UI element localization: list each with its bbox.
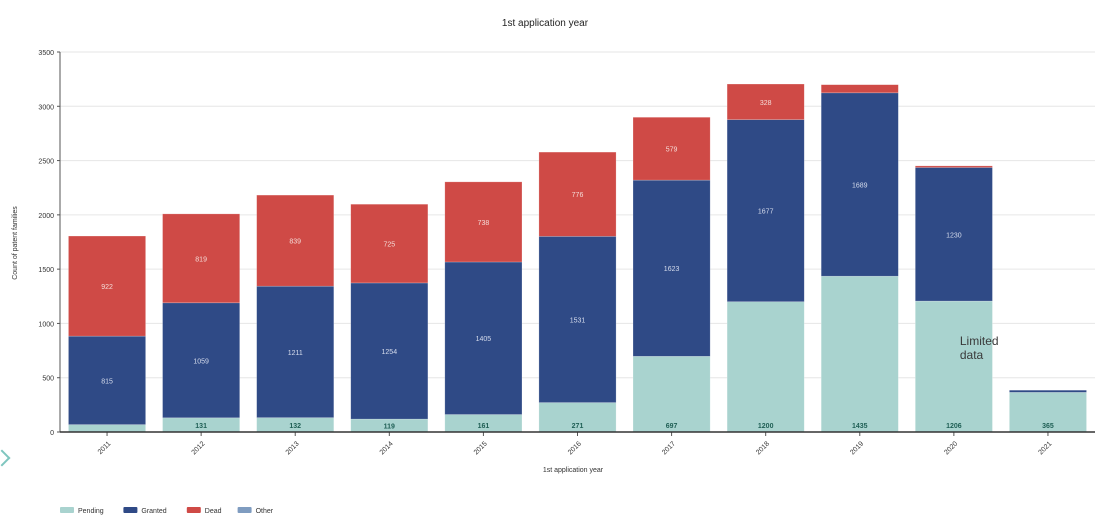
data-label-dead: 725 bbox=[383, 242, 395, 249]
bar-segment-pending[interactable] bbox=[914, 300, 993, 433]
data-label-dead: 839 bbox=[289, 239, 301, 246]
y-axis-ticks: 0 500 1000 1500 2000 2500 3000 3500 bbox=[38, 50, 60, 437]
bar-segment-pending[interactable] bbox=[632, 356, 711, 433]
y-tick-label: 2000 bbox=[38, 213, 54, 220]
chart-title: 1st application year bbox=[502, 18, 589, 29]
data-label-pending: 1435 bbox=[852, 423, 868, 430]
x-tick-label: 2020 bbox=[943, 440, 959, 456]
data-label-pending: 697 bbox=[666, 423, 678, 430]
bar-segment-granted[interactable] bbox=[68, 335, 146, 425]
data-labels: 815 922 131 1059 819 132 1211 839 119 1254 725 161 1… bbox=[101, 100, 1054, 431]
data-label-granted: 1211 bbox=[288, 350, 303, 357]
data-label-granted: 815 bbox=[101, 378, 113, 385]
data-label-granted: 1677 bbox=[758, 209, 774, 216]
legend-swatch-pending[interactable] bbox=[60, 507, 74, 513]
bar-segment-pending[interactable] bbox=[538, 402, 617, 433]
x-tick-label: 2019 bbox=[849, 440, 865, 456]
annotations: Limited data bbox=[960, 334, 999, 362]
data-label-granted: 1254 bbox=[382, 349, 398, 356]
data-label-pending: 271 bbox=[572, 423, 584, 430]
y-tick-label: 3000 bbox=[38, 104, 54, 111]
bar-segment-pending[interactable] bbox=[726, 301, 805, 433]
bar-segment-pending[interactable] bbox=[1009, 392, 1087, 433]
data-label-pending: 1200 bbox=[758, 423, 774, 430]
data-label-dead: 738 bbox=[478, 220, 490, 227]
bar-segment-granted[interactable] bbox=[256, 285, 335, 418]
data-label-granted: 1405 bbox=[476, 336, 492, 343]
bar-segment-dead[interactable] bbox=[632, 116, 711, 181]
x-tick-label: 2016 bbox=[567, 440, 583, 456]
bar-segment-dead[interactable] bbox=[538, 151, 617, 237]
legend-label-pending[interactable]: Pending bbox=[78, 508, 104, 515]
y-tick-label: 1000 bbox=[38, 321, 54, 328]
x-tick-label: 2012 bbox=[191, 440, 207, 456]
x-tick-label: 2015 bbox=[473, 440, 489, 456]
data-label-dead: 819 bbox=[195, 256, 207, 263]
data-label-dead: 776 bbox=[572, 192, 584, 199]
legend-swatch-granted[interactable] bbox=[123, 507, 138, 513]
data-label-granted: 1689 bbox=[852, 183, 868, 190]
y-tick-label: 2500 bbox=[38, 159, 54, 166]
y-tick-label: 500 bbox=[42, 376, 54, 383]
y-axis-label: Count of patent families bbox=[12, 206, 19, 280]
bar-segment-granted[interactable] bbox=[820, 92, 899, 277]
bar-segment-pending[interactable] bbox=[68, 424, 146, 433]
x-axis-label: 1st application year bbox=[543, 467, 604, 474]
data-label-pending: 132 bbox=[289, 423, 301, 430]
bar-segment-granted[interactable] bbox=[350, 282, 429, 420]
bar-segment-granted[interactable] bbox=[444, 261, 523, 415]
annotation-text: Limited data bbox=[960, 334, 999, 362]
data-label-pending: 161 bbox=[478, 423, 490, 430]
data-label-pending: 365 bbox=[1042, 423, 1054, 430]
bars bbox=[68, 83, 1087, 433]
x-tick-label: 2013 bbox=[285, 440, 301, 456]
bar-segment-dead[interactable] bbox=[914, 165, 993, 168]
bar-segment-granted[interactable] bbox=[162, 302, 241, 419]
data-label-dead: 922 bbox=[101, 284, 113, 291]
bar-segment-dead[interactable] bbox=[256, 194, 335, 287]
legend[interactable]: Pending Granted Dead Other bbox=[60, 507, 274, 515]
data-label-granted: 1623 bbox=[664, 266, 680, 273]
x-tick-label: 2014 bbox=[379, 440, 395, 456]
data-label-granted: 1230 bbox=[946, 232, 962, 239]
bar-segment-dead[interactable] bbox=[68, 235, 146, 337]
bar-segment-granted[interactable] bbox=[726, 119, 805, 303]
bar-segment-granted[interactable] bbox=[914, 167, 993, 302]
data-label-pending: 119 bbox=[384, 424, 395, 431]
bar-segment-dead[interactable] bbox=[444, 181, 523, 263]
x-tick-label: 2018 bbox=[755, 440, 771, 456]
bar-segment-dead[interactable] bbox=[726, 83, 805, 120]
legend-label-other[interactable]: Other bbox=[256, 508, 274, 515]
data-label-granted: 1531 bbox=[570, 317, 586, 324]
legend-label-dead[interactable]: Dead bbox=[205, 508, 222, 515]
data-label-pending: 1206 bbox=[946, 423, 962, 430]
x-tick-label: 2011 bbox=[97, 440, 113, 456]
bar-segment-granted[interactable] bbox=[538, 236, 617, 403]
legend-swatch-dead[interactable] bbox=[186, 507, 201, 513]
y-tick-label: 0 bbox=[50, 430, 54, 437]
bar-segment-granted[interactable] bbox=[632, 179, 711, 357]
data-label-dead: 328 bbox=[760, 100, 772, 107]
bar-segment-granted[interactable] bbox=[1009, 389, 1087, 393]
x-tick-label: 2021 bbox=[1037, 440, 1053, 456]
legend-swatch-other[interactable] bbox=[237, 507, 252, 513]
bar-segment-dead[interactable] bbox=[162, 213, 241, 304]
data-label-pending: 131 bbox=[195, 423, 207, 430]
y-tick-label: 1500 bbox=[38, 267, 54, 274]
data-label-dead: 579 bbox=[666, 147, 678, 154]
y-tick-label: 3500 bbox=[38, 50, 54, 57]
legend-label-granted[interactable]: Granted bbox=[141, 508, 166, 515]
x-axis-ticks: 2011 2012 2013 2014 2015 2016 2017 2018 2019 2020… bbox=[60, 431, 1095, 456]
data-label-granted: 1059 bbox=[193, 358, 209, 365]
bar-segment-pending[interactable] bbox=[820, 275, 899, 433]
bar-segment-dead[interactable] bbox=[350, 203, 429, 284]
x-tick-label: 2017 bbox=[661, 440, 677, 456]
bar-segment-dead[interactable] bbox=[820, 84, 899, 94]
